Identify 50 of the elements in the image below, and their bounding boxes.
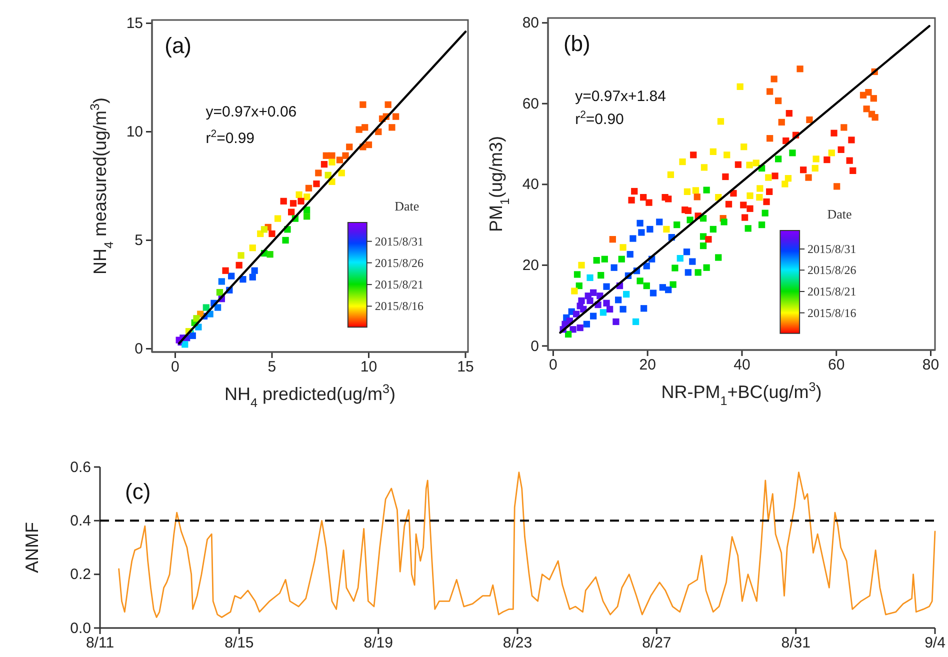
line-series [118, 472, 936, 618]
annotation: Date [827, 206, 852, 222]
x-tick-label: 9/4 [924, 634, 946, 652]
y-tick-label: 0 [134, 340, 143, 358]
x-tick-label: 8/15 [224, 634, 254, 652]
y-tick-label: 0 [530, 338, 539, 355]
annotation: (b) [563, 31, 590, 56]
x-tick-label: 10 [360, 358, 378, 376]
annotation: (c) [125, 479, 151, 504]
y-axis-title: ANMF [22, 522, 42, 573]
x-tick-label: 60 [828, 356, 845, 374]
x-tick-label: 8/27 [642, 634, 672, 652]
annotation: 2015/8/16 [374, 299, 424, 314]
annotation: 2015/8/21 [808, 284, 856, 299]
y-tick-label: 0.2 [70, 566, 91, 584]
y-tick-label: 20 [522, 256, 539, 274]
annotation: 2015/8/26 [374, 256, 424, 270]
x-tick-label: 8/23 [502, 634, 532, 652]
annotation: r$^{2}$=0.90 [575, 109, 624, 128]
annotation: 2015/8/21 [374, 278, 424, 292]
x-axis-title: NH$_{4}$ predicted(ug/m$^{3}$) [224, 382, 396, 410]
x-tick-label: 5 [268, 358, 276, 376]
y-tick-label: 0.0 [70, 620, 91, 637]
x-tick-label: 0 [171, 358, 180, 376]
annotation: r$^{2}$=0.99 [206, 128, 255, 147]
x-tick-label: 8/19 [364, 634, 393, 652]
x-tick-label: 0 [549, 356, 558, 374]
annotation: 2015/8/16 [808, 306, 856, 320]
x-tick-label: 8/11 [86, 634, 114, 652]
annotation: 2015/8/26 [808, 263, 856, 278]
y-tick-label: 5 [134, 232, 143, 250]
annotation: y=0.97x+0.06 [206, 103, 297, 120]
x-tick-label: 8/31 [781, 634, 810, 652]
y-tick-label: 80 [522, 14, 539, 32]
y-tick-label: 0.4 [70, 512, 91, 530]
y-tick-label: 40 [522, 176, 539, 194]
annotation: y=0.97x+1.84 [575, 88, 666, 105]
x-tick-label: 40 [734, 356, 750, 374]
y-tick-label: 0.6 [70, 458, 91, 476]
x-tick-label: 15 [457, 358, 474, 376]
annotation: Date [394, 198, 420, 214]
y-tick-label: 15 [126, 15, 143, 32]
x-tick-label: 80 [922, 356, 940, 374]
x-tick-label: 20 [639, 356, 656, 374]
annotation: (a) [164, 33, 192, 58]
annotation: 2015/8/31 [374, 234, 424, 248]
y-tick-label: 60 [522, 95, 539, 112]
x-axis-title: NR-PM$_{1}$+BC(ug/m$^{3}$) [661, 380, 822, 408]
y-tick-label: 10 [126, 124, 143, 141]
annotation: 2015/8/31 [808, 242, 856, 256]
